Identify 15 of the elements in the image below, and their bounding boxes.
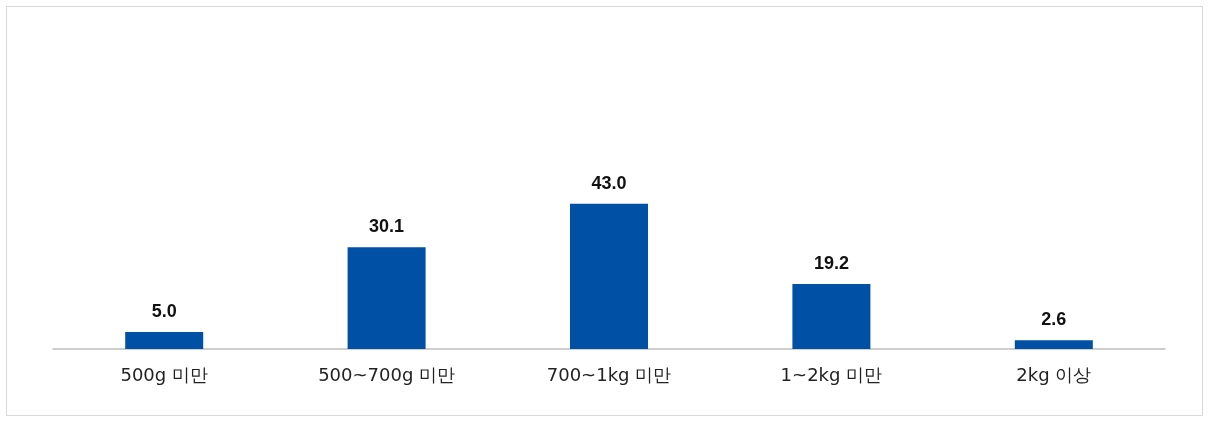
bar <box>570 203 648 349</box>
data-label: 43.0 <box>591 172 627 193</box>
bar <box>1014 340 1093 349</box>
data-label: 19.2 <box>813 253 849 274</box>
x-tick-label: 1~2kg 미만 <box>780 363 883 385</box>
bar <box>125 332 204 349</box>
data-label: 2.6 <box>1041 309 1067 330</box>
x-tick-label: 700~1kg 미만 <box>546 363 672 385</box>
x-tick-label: 2kg 이상 <box>1016 363 1092 385</box>
bar <box>792 284 871 349</box>
x-tick-label: 500g 미만 <box>120 363 208 385</box>
bar <box>347 247 426 349</box>
data-label: 30.1 <box>369 216 405 237</box>
x-tick-label: 500~700g 미만 <box>318 363 456 385</box>
data-label: 5.0 <box>151 301 177 322</box>
